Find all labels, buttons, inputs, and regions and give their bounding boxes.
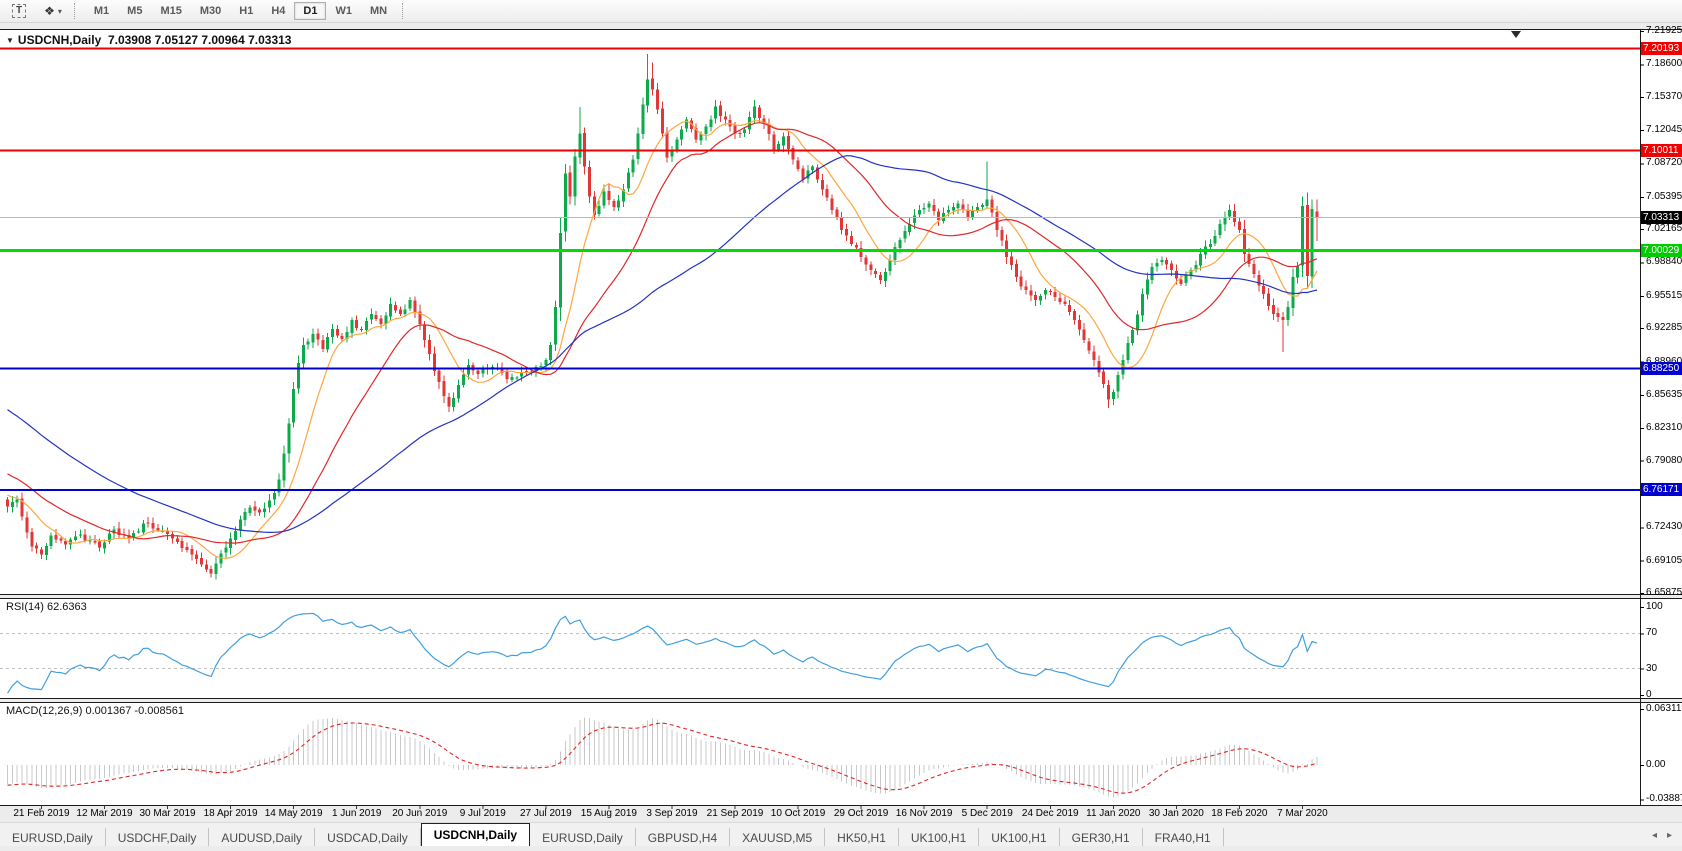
macd-indicator-panel[interactable] xyxy=(0,702,1682,806)
price-axis-tick: 6.65875 xyxy=(1646,587,1682,598)
chart-tab-eurusd-daily[interactable]: EURUSD,Daily xyxy=(0,828,106,847)
price-axis-tick: 6.72430 xyxy=(1646,521,1682,533)
chart-tab-usdchf-daily[interactable]: USDCHF,Daily xyxy=(106,828,210,847)
macd-axis-tick: 0.00 xyxy=(1646,759,1666,770)
timeframe-button-m30[interactable]: M30 xyxy=(191,2,230,20)
text-tool-button[interactable]: T xyxy=(6,2,32,20)
chart-tab-usdcnh-daily[interactable]: USDCNH,Daily xyxy=(420,823,531,847)
toolbar-separator xyxy=(402,3,407,19)
price-badge: 6.88250 xyxy=(1641,362,1682,376)
price-badge: 6.76171 xyxy=(1641,483,1682,497)
date-axis-label: 30 Jan 2020 xyxy=(1148,808,1204,819)
date-axis-label: 15 Aug 2019 xyxy=(580,808,637,819)
tab-scroll-left-icon[interactable]: ◂ xyxy=(1651,829,1657,841)
date-axis-label: 18 Apr 2019 xyxy=(203,808,258,819)
chart-tab-hk50-h1[interactable]: HK50,H1 xyxy=(825,828,899,847)
chart-tab-eurusd-daily[interactable]: EURUSD,Daily xyxy=(530,828,636,847)
date-axis-label: 14 May 2019 xyxy=(264,808,323,819)
timeframe-button-m5[interactable]: M5 xyxy=(118,2,151,20)
price-badge: 7.00029 xyxy=(1641,244,1682,258)
chart-tab-uk100-h1[interactable]: UK100,H1 xyxy=(899,828,980,847)
price-axis-tick: 7.12045 xyxy=(1646,124,1682,136)
chart-symbol-label: USDCNH,Daily xyxy=(17,33,102,47)
date-axis-label: 20 Jun 2019 xyxy=(392,808,448,819)
chart-tab-xauusd-m5[interactable]: XAUUSD,M5 xyxy=(730,828,826,847)
tab-scroll-right-icon[interactable]: ▸ xyxy=(1666,829,1672,841)
date-axis-label: 10 Oct 2019 xyxy=(770,808,826,819)
rsi-axis-tick: 30 xyxy=(1646,662,1658,674)
date-axis-label: 12 Mar 2019 xyxy=(76,808,133,819)
price-axis-tick: 6.88960 xyxy=(1646,355,1682,367)
symbol-dropdown-icon[interactable]: ▼ xyxy=(6,36,14,45)
date-axis-label: 5 Dec 2019 xyxy=(961,808,1013,819)
date-axis-label: 21 Sep 2019 xyxy=(706,808,764,819)
timeframe-button-d1[interactable]: D1 xyxy=(294,2,327,20)
date-axis-label: 11 Jan 2020 xyxy=(1086,808,1141,819)
timeframe-button-mn[interactable]: MN xyxy=(361,2,396,20)
price-axis-tick: 6.92285 xyxy=(1646,322,1682,334)
chart-tab-usdcad-daily[interactable]: USDCAD,Daily xyxy=(315,828,421,847)
arrange-icon: ❖ xyxy=(44,4,55,18)
macd-label: MACD(12,26,9) 0.001367 -0.008561 xyxy=(6,705,184,717)
toolbar-separator xyxy=(73,3,79,19)
timeframe-button-w1[interactable]: W1 xyxy=(326,2,361,20)
rsi-indicator-panel[interactable] xyxy=(0,598,1682,699)
price-axis-tick: 7.05395 xyxy=(1646,190,1682,202)
rsi-label: RSI(14) 62.6363 xyxy=(6,601,87,613)
date-axis-label: 18 Feb 2020 xyxy=(1211,808,1268,819)
date-axis-label: 1 Jun 2019 xyxy=(331,808,382,819)
date-axis-label: 16 Nov 2019 xyxy=(895,808,953,819)
status-strip xyxy=(0,846,1682,851)
chart-ohlc-values: 7.03908 7.05127 7.00964 7.03313 xyxy=(107,33,292,47)
indicator-arrange-button[interactable]: ❖ ▾ xyxy=(38,2,68,20)
price-chart-panel[interactable] xyxy=(0,29,1682,595)
macd-axis-tick: 0.063113 xyxy=(1646,702,1682,714)
date-axis-label: 27 Jul 2019 xyxy=(519,808,572,819)
rsi-axis-tick: 70 xyxy=(1646,627,1658,639)
rsi-axis-tick: 0 xyxy=(1646,689,1652,700)
chart-tab-fra40-h1[interactable]: FRA40,H1 xyxy=(1143,828,1224,847)
price-badge: 7.10011 xyxy=(1641,144,1682,157)
chevron-down-icon: ▾ xyxy=(57,6,62,16)
price-badge: 7.20193 xyxy=(1641,41,1682,55)
chart-tab-uk100-h1[interactable]: UK100,H1 xyxy=(979,828,1060,847)
date-axis-label: 30 Mar 2019 xyxy=(139,808,196,819)
rsi-axis-tick: 100 xyxy=(1646,601,1663,612)
date-axis-label: 7 Mar 2020 xyxy=(1277,808,1328,819)
date-axis-label: 29 Oct 2019 xyxy=(833,808,889,819)
timeframe-button-m15[interactable]: M15 xyxy=(151,2,190,20)
timeframe-button-h1[interactable]: H1 xyxy=(230,2,262,20)
text-tool-icon: T xyxy=(12,4,27,18)
chart-tab-audusd-daily[interactable]: AUDUSD,Daily xyxy=(209,828,316,847)
chart-tab-gbpusd-h4[interactable]: GBPUSD,H4 xyxy=(636,828,731,847)
price-axis-tick: 6.95515 xyxy=(1646,289,1682,301)
price-axis-tick: 6.98840 xyxy=(1646,256,1682,268)
price-axis-tick: 6.85635 xyxy=(1646,388,1682,400)
price-badge: 7.03313 xyxy=(1641,211,1682,225)
date-axis-label: 9 Jul 2019 xyxy=(459,808,506,819)
macd-axis-tick: -0.03887 xyxy=(1646,793,1682,805)
timeframe-toolbar: M1 M5 M15 M30 H1 H4 D1 W1 MN xyxy=(85,2,396,20)
chart-title[interactable]: ▼ USDCNH,Daily 7.03908 7.05127 7.00964 7.… xyxy=(6,33,291,47)
price-axis-tick: 7.02165 xyxy=(1646,223,1682,235)
date-axis-label: 3 Sep 2019 xyxy=(646,808,698,819)
tab-scroll-arrows: ◂ ▸ xyxy=(1652,823,1672,847)
date-axis-label: 21 Feb 2019 xyxy=(13,808,70,819)
price-axis-tick: 7.18600 xyxy=(1646,58,1682,70)
timeframe-button-h4[interactable]: H4 xyxy=(262,2,294,20)
timeframe-button-m1[interactable]: M1 xyxy=(85,2,118,20)
price-axis-tick: 6.82310 xyxy=(1646,422,1682,434)
price-axis-tick: 6.79080 xyxy=(1646,454,1682,466)
chart-tab-ger30-h1[interactable]: GER30,H1 xyxy=(1060,828,1143,847)
price-axis-tick: 7.08720 xyxy=(1646,157,1682,169)
price-axis-tick: 6.69105 xyxy=(1646,554,1682,566)
price-axis-tick: 7.21925 xyxy=(1646,25,1682,37)
price-axis-tick: 7.15370 xyxy=(1646,90,1682,102)
date-axis-label: 24 Dec 2019 xyxy=(1021,808,1079,819)
toolbar: T ❖ ▾ M1 M5 M15 M30 H1 H4 D1 W1 MN xyxy=(0,0,1682,23)
chart-tab-bar: EURUSD,Daily USDCHF,Daily AUDUSD,Daily USDC… xyxy=(0,822,1682,847)
